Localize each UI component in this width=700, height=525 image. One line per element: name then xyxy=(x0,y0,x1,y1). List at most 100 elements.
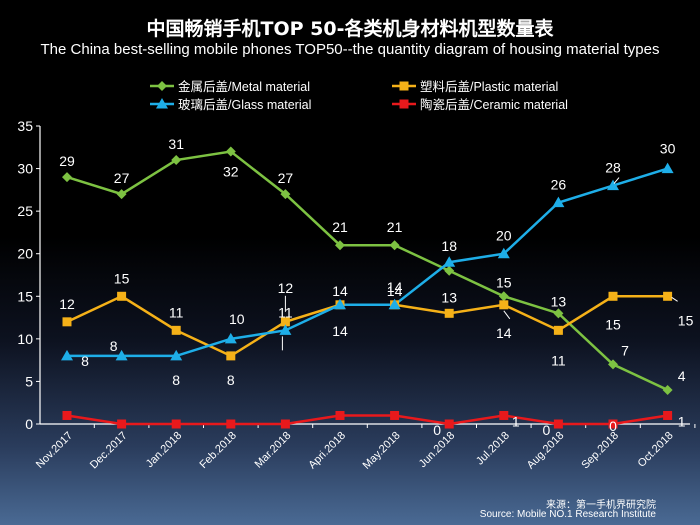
data-point-ceramic xyxy=(62,410,72,420)
chart-title: 中国畅销手机TOP 50-各类机身材料机型数量表 xyxy=(146,18,554,40)
data-label-ceramic: 1 xyxy=(512,413,520,429)
data-point-glass xyxy=(443,256,456,267)
data-label-ceramic: 0 xyxy=(433,422,441,438)
data-label-glass: 20 xyxy=(496,228,512,244)
data-point-glass xyxy=(334,298,346,310)
data-point-ceramic xyxy=(171,419,181,429)
y-tick-label: 0 xyxy=(25,416,33,432)
y-tick-label: 30 xyxy=(17,161,33,177)
legend-label-ceramic: 陶瓷后盖/Ceramic material xyxy=(420,97,568,112)
source-note-en: Source: Mobile NO.1 Research Institute xyxy=(479,509,656,520)
data-point-plastic xyxy=(226,351,236,361)
x-tick-label: Jul.2018 xyxy=(474,430,512,468)
data-point-plastic xyxy=(553,325,563,335)
data-point-metal xyxy=(62,172,72,183)
data-point-metal xyxy=(389,240,400,251)
data-label-glass: 8 xyxy=(81,353,89,369)
data-point-metal xyxy=(662,384,673,395)
x-tick-label: Jan.2018 xyxy=(144,430,184,470)
source-note-cn: 来源：第一手机界研究院 xyxy=(546,500,656,511)
data-point-glass xyxy=(552,196,565,208)
data-point-glass xyxy=(115,349,128,361)
data-point-metal xyxy=(553,308,564,319)
data-label-glass: 14 xyxy=(332,323,348,339)
data-label-plastic: 11 xyxy=(169,304,184,320)
data-label-ceramic: 1 xyxy=(678,413,686,429)
data-point-ceramic xyxy=(335,410,345,420)
x-tick-label: May.2018 xyxy=(361,430,403,472)
leader-line xyxy=(671,296,678,302)
y-tick-label: 25 xyxy=(17,203,33,219)
data-label-glass: 26 xyxy=(551,177,567,193)
data-point-metal xyxy=(171,155,182,166)
data-label-metal: 13 xyxy=(551,293,567,309)
data-point-ceramic xyxy=(226,419,236,429)
data-label-glass: 14 xyxy=(387,279,403,295)
data-label-plastic: 8 xyxy=(227,372,235,388)
data-label-metal: 27 xyxy=(114,170,130,186)
data-label-glass: 18 xyxy=(441,238,457,254)
data-point-glass xyxy=(279,324,292,335)
data-label-glass: 8 xyxy=(110,338,118,354)
data-point-plastic xyxy=(608,291,618,301)
data-point-ceramic xyxy=(390,410,400,420)
data-label-plastic: 14 xyxy=(387,283,403,299)
legend-marker-plastic xyxy=(399,81,409,91)
data-label-plastic: 14 xyxy=(496,325,512,341)
data-point-plastic xyxy=(171,325,181,335)
legend-marker-glass xyxy=(156,98,168,109)
x-tick-label: Sep.2018 xyxy=(579,430,621,472)
legend-label-plastic: 塑料后盖/Plastic material xyxy=(420,79,558,94)
data-label-plastic: 15 xyxy=(678,312,694,328)
y-tick-label: 10 xyxy=(17,331,33,347)
data-label-glass: 10 xyxy=(229,311,245,327)
data-point-glass xyxy=(61,349,73,361)
data-label-metal: 29 xyxy=(59,153,75,169)
data-point-glass xyxy=(661,162,674,174)
data-label-plastic: 12 xyxy=(59,296,75,312)
legend-label-glass: 玻璃后盖/Glass material xyxy=(178,98,311,112)
leader-line xyxy=(503,310,511,320)
y-tick-label: 20 xyxy=(17,246,33,262)
x-tick-label: Oct.2018 xyxy=(636,430,676,470)
data-point-metal xyxy=(116,189,127,200)
data-point-ceramic xyxy=(117,419,127,429)
series-line-glass xyxy=(67,167,668,358)
data-point-plastic xyxy=(280,317,290,327)
data-point-plastic xyxy=(663,291,673,301)
legend-marker-ceramic xyxy=(399,99,409,109)
data-point-metal xyxy=(498,291,509,302)
chart-subtitle: The China best-selling mobile phones TOP… xyxy=(40,41,660,58)
x-tick-label: Nov.2017 xyxy=(34,430,75,471)
series-line-metal xyxy=(66,150,669,392)
data-label-ceramic: 0 xyxy=(609,418,617,434)
data-point-plastic xyxy=(499,300,509,310)
legend-marker-metal xyxy=(157,81,167,91)
data-label-plastic: 14 xyxy=(332,283,348,299)
data-point-ceramic xyxy=(499,410,509,420)
data-label-plastic: 12 xyxy=(278,280,294,296)
data-point-ceramic xyxy=(608,419,618,429)
data-label-glass: 28 xyxy=(605,160,621,176)
data-label-metal: 7 xyxy=(621,342,629,358)
data-point-glass xyxy=(388,298,401,310)
data-label-glass: 8 xyxy=(172,372,180,388)
data-label-plastic: 15 xyxy=(605,316,621,332)
data-label-plastic: 11 xyxy=(551,352,566,368)
y-tick-label: 35 xyxy=(17,118,33,134)
data-point-ceramic xyxy=(553,419,563,429)
data-label-metal: 15 xyxy=(496,274,512,290)
data-point-plastic xyxy=(117,291,127,301)
data-point-ceramic xyxy=(280,419,290,429)
data-point-plastic xyxy=(62,317,72,327)
data-point-ceramic xyxy=(444,419,454,429)
data-point-ceramic xyxy=(663,410,673,420)
data-point-plastic xyxy=(444,308,454,318)
y-tick-label: 5 xyxy=(25,373,33,389)
data-point-glass xyxy=(224,332,237,344)
data-label-ceramic: 0 xyxy=(543,422,551,438)
data-label-metal: 21 xyxy=(387,219,403,235)
x-tick-label: Mar.2018 xyxy=(253,430,294,471)
data-label-glass: 30 xyxy=(660,141,676,157)
